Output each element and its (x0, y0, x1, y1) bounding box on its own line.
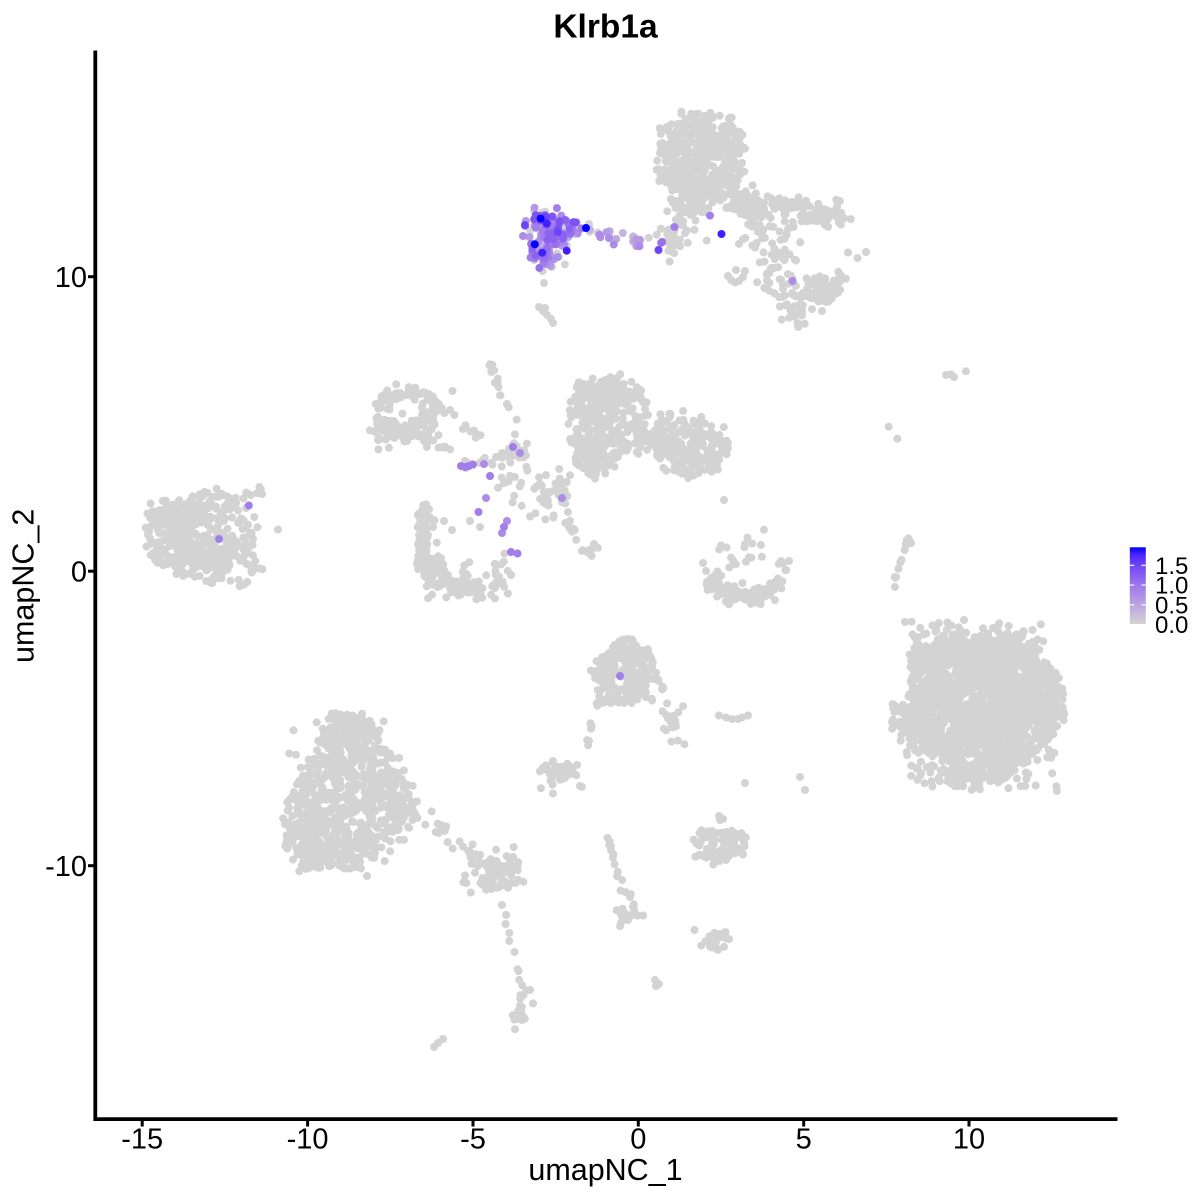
svg-text:0.0: 0.0 (1155, 612, 1188, 639)
svg-text:umapNC_1: umapNC_1 (528, 1153, 682, 1187)
svg-text:0: 0 (71, 557, 87, 589)
svg-text:1.5: 1.5 (1155, 553, 1188, 580)
svg-text:5: 5 (796, 1124, 812, 1156)
svg-text:-15: -15 (121, 1124, 163, 1156)
svg-text:10: 10 (55, 262, 87, 294)
svg-text:1.0: 1.0 (1155, 573, 1188, 600)
svg-text:0: 0 (630, 1124, 646, 1156)
svg-text:10: 10 (953, 1124, 985, 1156)
svg-text:-5: -5 (460, 1124, 486, 1156)
svg-text:0.5: 0.5 (1155, 592, 1188, 619)
svg-text:-10: -10 (45, 851, 87, 883)
svg-text:Klrb1a: Klrb1a (553, 9, 658, 46)
svg-text:umapNC_2: umapNC_2 (7, 509, 41, 663)
svg-text:-10: -10 (287, 1124, 329, 1156)
